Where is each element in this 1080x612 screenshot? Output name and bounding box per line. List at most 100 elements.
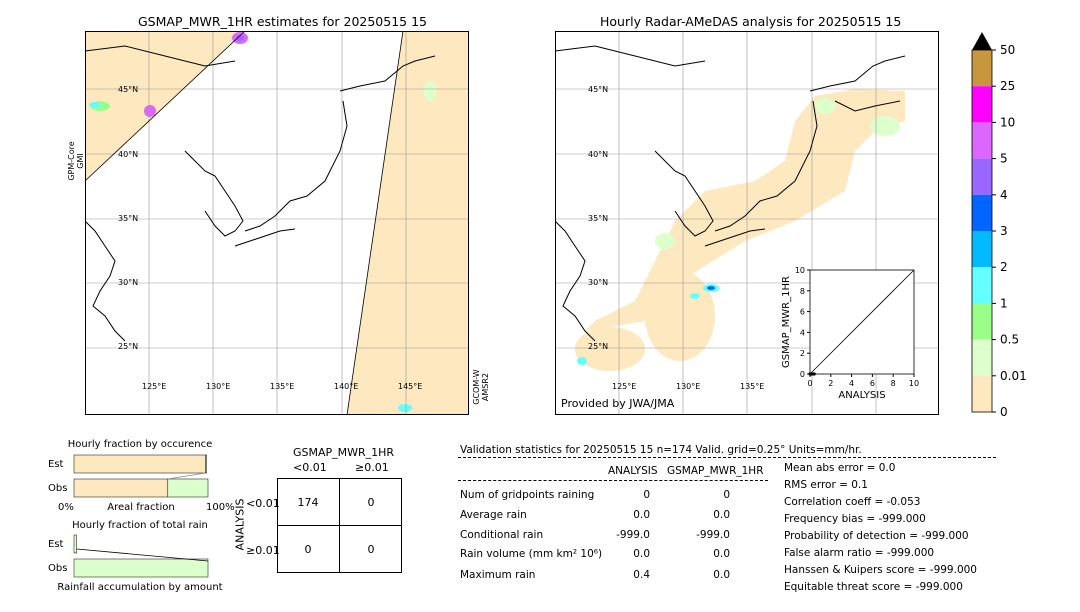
occurrence-chart-title: Hourly fraction by occurence xyxy=(68,439,212,450)
colorbar-label: 4 xyxy=(1000,188,1008,202)
colorbar-label: 0.01 xyxy=(1000,369,1027,383)
score-mae: Mean abs error = 0.0 xyxy=(784,462,896,474)
scatter-x-tick-label: 2 xyxy=(828,379,833,388)
colorbar-label: 5 xyxy=(1000,152,1008,166)
occurrence-category-label: Est xyxy=(48,459,64,470)
left-swath-right xyxy=(347,31,469,415)
validation-col-gsmap: GSMAP_MWR_1HR xyxy=(667,465,764,477)
colorbar-extend-arrow xyxy=(972,32,992,50)
score-ets: Equitable threat score = -999.000 xyxy=(784,581,963,593)
colorbar-segment xyxy=(972,267,992,304)
colorbar-segment xyxy=(972,158,992,195)
colorbar-segment xyxy=(972,86,992,123)
right-map-credit: Provided by JWA/JMA xyxy=(561,397,675,410)
validation-row-label: Num of gridpoints raining xyxy=(460,489,595,501)
scatter-x-tick-label: 0 xyxy=(807,379,812,388)
colorbar: 50 25 10 5 4 3 2 1 0.5 0.01 0 xyxy=(971,32,1027,419)
colorbar-label: 3 xyxy=(1000,224,1008,238)
contingency-grid xyxy=(277,478,402,573)
left-lat-35: 35°N xyxy=(118,214,139,223)
left-lon-130: 130°E xyxy=(206,382,231,391)
validation-row-gsmap: -999.0 xyxy=(696,529,730,541)
colorbar-label: 0.5 xyxy=(1000,333,1019,347)
scatter-y-tick-label: 2 xyxy=(800,349,805,358)
left-map xyxy=(85,31,469,415)
occurrence-bar xyxy=(73,478,169,498)
colorbar-segment xyxy=(972,303,992,340)
validation-row-label: Average rain xyxy=(460,509,527,521)
total-rain-category-label: Est xyxy=(48,539,64,550)
contingency-row-0: <0.01 xyxy=(246,497,280,510)
colorbar-segment xyxy=(972,339,992,376)
contingency-cell-01: 0 xyxy=(367,496,375,509)
colorbar-segment xyxy=(972,194,992,231)
contingency-cell-00: 174 xyxy=(297,496,319,509)
colorbar-label: 25 xyxy=(1000,79,1015,93)
right-lat-35: 35°N xyxy=(588,214,609,223)
right-lat-45: 45°N xyxy=(588,85,609,94)
contingency-col-1: ≥0.01 xyxy=(355,461,389,474)
colorbar-label: 1 xyxy=(1000,296,1008,310)
validation-row-analysis: 0.0 xyxy=(633,509,650,521)
occurrence-bar xyxy=(167,478,209,498)
contingency-cell-10: 0 xyxy=(304,543,312,556)
scatter-x-tick-label: 6 xyxy=(870,379,875,388)
scatter-x-tick-label: 4 xyxy=(849,379,854,388)
occurrence-bar xyxy=(73,454,206,474)
total-rain-xlabel: Rainfall accumulation by amount xyxy=(57,582,222,593)
colorbar-segment xyxy=(972,375,992,412)
left-lat-25: 25°N xyxy=(118,342,139,351)
validation-row-analysis: -999.0 xyxy=(616,529,650,541)
validation-row-gsmap: 0.0 xyxy=(713,509,730,521)
scatter-y-tick-label: 8 xyxy=(800,287,805,296)
right-lon-135: 135°E xyxy=(740,382,765,391)
validation-row-gsmap: 0.0 xyxy=(713,569,730,581)
validation-row-label: Conditional rain xyxy=(460,529,544,541)
occurrence-xlabel: Areal fraction xyxy=(107,502,174,513)
occurrence-category-label: Obs xyxy=(48,483,67,494)
scatter-x-tick-label: 8 xyxy=(891,379,896,388)
fraction-charts: Hourly fraction by occurence Est Obs 0% 100%… xyxy=(48,439,235,593)
scatter-diagonal xyxy=(809,269,915,375)
scatter-x-tick-label: 10 xyxy=(909,379,919,388)
scatter-y-tick-label: 0 xyxy=(800,370,805,379)
colorbar-label: 2 xyxy=(1000,260,1008,274)
validation-header: Validation statistics for 20250515 15 n=… xyxy=(460,444,862,456)
validation-row-label: Maximum rain xyxy=(460,569,536,581)
colorbar-segment xyxy=(972,122,992,159)
right-lat-40: 40°N xyxy=(588,150,609,159)
left-lon-135: 135°E xyxy=(270,382,295,391)
validation-row-gsmap: 0 xyxy=(723,489,730,501)
scatter-ylabel: GSMAP_MWR_1HR xyxy=(781,276,792,368)
colorbar-label: 0 xyxy=(1000,405,1008,419)
scatter-y-tick-label: 6 xyxy=(800,308,805,317)
left-side-label: GPM-Core GMI xyxy=(67,141,85,181)
left-lon-125: 125°E xyxy=(142,382,167,391)
total-rain-bar xyxy=(73,534,77,554)
total-rain-connector xyxy=(76,548,209,562)
scatter-inset: 0 2 4 6 8 10 0 2 4 6 8 10 ANALYSIS GSMAP_MWR_1HR xyxy=(781,266,919,401)
right-lat-30: 30°N xyxy=(588,278,609,287)
occurrence-x-tick-1: 100% xyxy=(206,502,235,513)
right-lon-125: 125°E xyxy=(612,382,637,391)
left-lon-140: 140°E xyxy=(334,382,359,391)
validation-row-analysis: 0 xyxy=(643,489,650,501)
validation-subdivider xyxy=(458,480,768,481)
score-corr: Correlation coeff = -0.053 xyxy=(784,496,921,508)
score-hk: Hanssen & Kuipers score = -999.000 xyxy=(784,564,977,576)
left-lat-30: 30°N xyxy=(118,278,139,287)
occurrence-x-tick-0: 0% xyxy=(58,502,74,513)
total-rain-chart-title: Hourly fraction of total rain xyxy=(72,520,208,531)
scores-list: Mean abs error = 0.0 RMS error = 0.1 Cor… xyxy=(784,462,977,598)
right-lon-130: 130°E xyxy=(676,382,701,391)
score-far: False alarm ratio = -999.000 xyxy=(784,547,935,559)
left-lon-145: 145°E xyxy=(398,382,423,391)
contingency-row-label: ANALYSIS xyxy=(233,498,247,551)
total-rain-category-label: Obs xyxy=(48,563,67,574)
occurrence-connector xyxy=(167,472,206,480)
score-freq-bias: Frequency bias = -999.000 xyxy=(784,513,926,525)
total-rain-bar xyxy=(73,558,209,578)
validation-row-analysis: 0.4 xyxy=(633,569,650,581)
contingency-col-0: <0.01 xyxy=(293,461,327,474)
colorbar-segment xyxy=(972,50,992,87)
